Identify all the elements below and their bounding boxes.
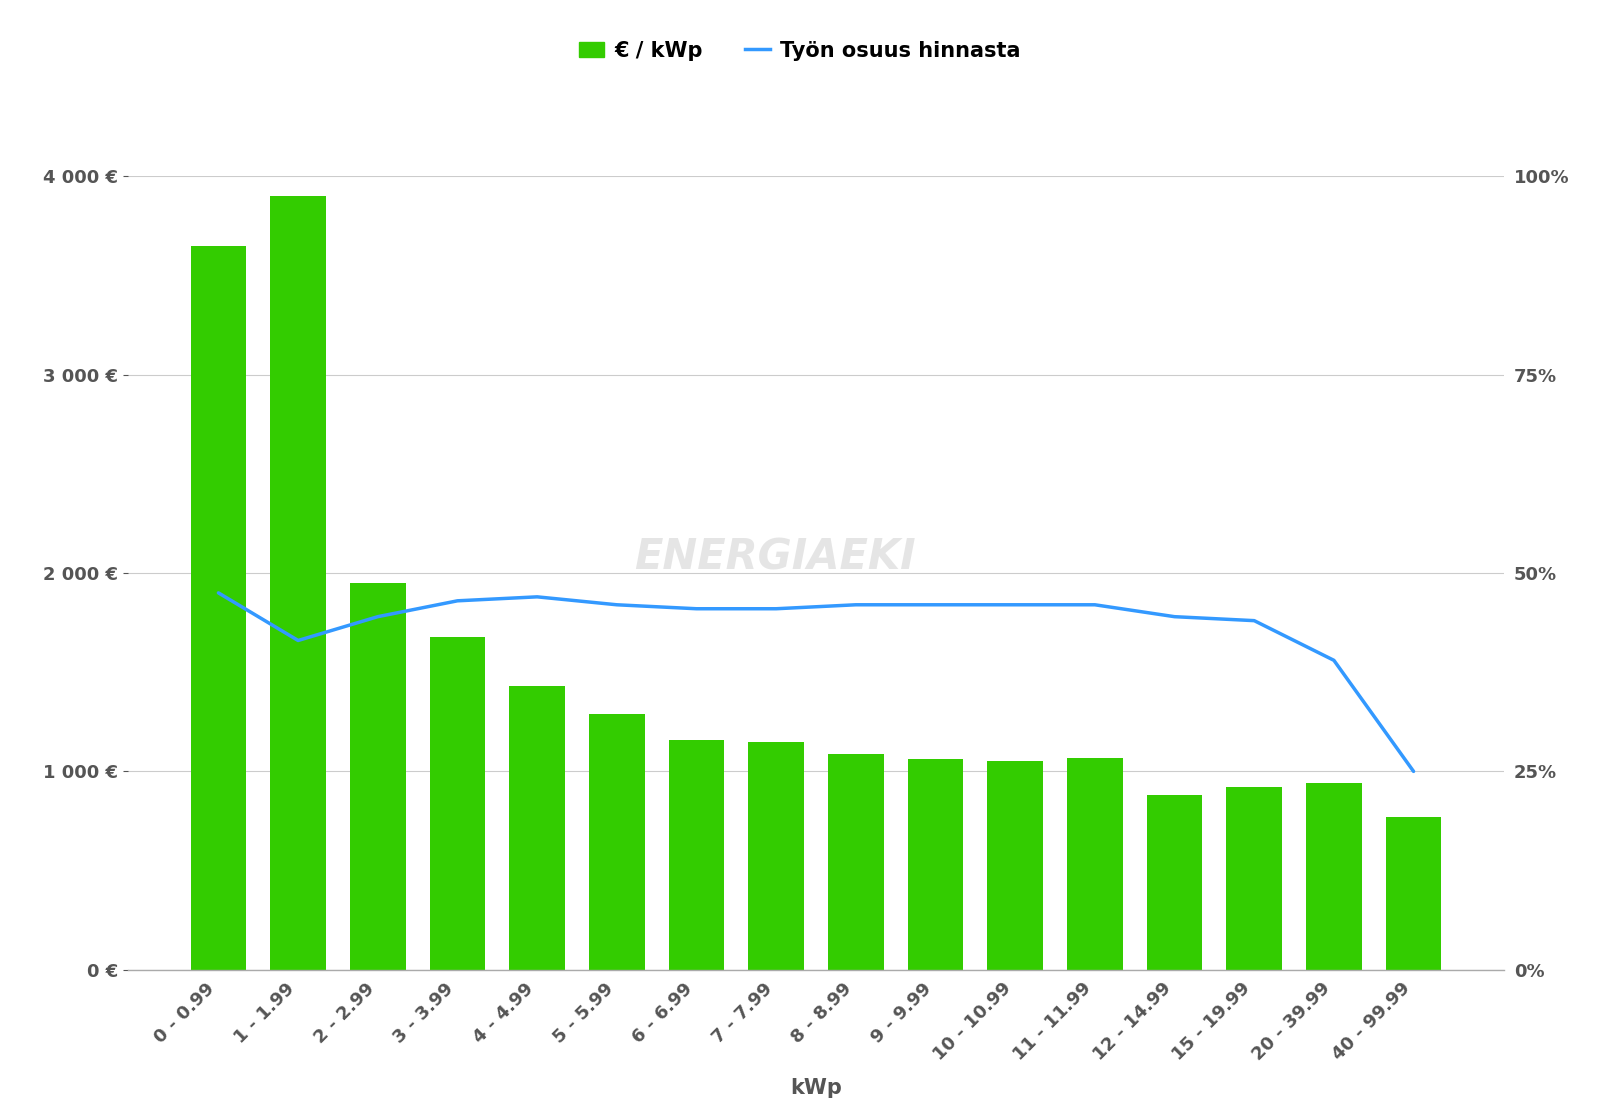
- Legend: € / kWp, Työn osuus hinnasta: € / kWp, Työn osuus hinnasta: [571, 32, 1029, 69]
- Bar: [1147, 796, 1203, 970]
- Bar: [907, 759, 963, 970]
- Bar: [749, 742, 805, 970]
- Bar: [589, 714, 645, 970]
- Bar: [350, 583, 406, 970]
- Bar: [1226, 787, 1282, 970]
- Text: ENERGIAEKI: ENERGIAEKI: [634, 537, 915, 579]
- X-axis label: kWp: kWp: [790, 1078, 842, 1098]
- Bar: [827, 754, 883, 970]
- Bar: [987, 761, 1043, 970]
- Bar: [669, 739, 725, 970]
- Bar: [190, 246, 246, 970]
- Bar: [1306, 784, 1362, 970]
- Bar: [270, 196, 326, 970]
- Bar: [429, 637, 485, 970]
- Bar: [1067, 757, 1123, 970]
- Bar: [509, 687, 565, 970]
- Bar: [1386, 817, 1442, 970]
